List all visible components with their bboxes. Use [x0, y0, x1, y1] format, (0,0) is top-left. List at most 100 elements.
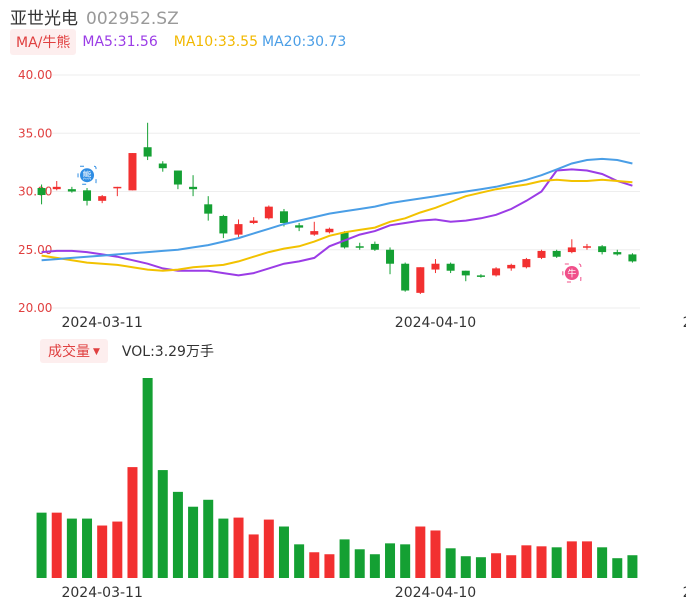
candle[interactable] — [507, 263, 516, 271]
x-tick-label: 2024-03-11 — [61, 315, 142, 330]
volume-bar[interactable] — [172, 491, 183, 578]
candle[interactable] — [355, 242, 364, 250]
volume-bar[interactable] — [82, 518, 93, 578]
candle[interactable] — [476, 274, 485, 278]
stock-header: 亚世光电 002952.SZ — [10, 4, 179, 29]
volume-bar[interactable] — [36, 512, 47, 578]
ma20-value: MA20:30.73 — [262, 34, 347, 50]
candle[interactable] — [370, 241, 379, 251]
candle[interactable] — [128, 153, 137, 191]
volume-bar[interactable] — [536, 546, 547, 578]
volume-chart: 2024-03-11 2024-04-10 2024-05-10 — [36, 378, 686, 601]
candle[interactable] — [537, 249, 546, 260]
volume-bar[interactable] — [112, 521, 123, 578]
volume-bar[interactable] — [324, 554, 335, 578]
volume-bar[interactable] — [369, 554, 380, 578]
candle[interactable] — [401, 262, 410, 292]
volume-bar[interactable] — [612, 558, 623, 578]
candle[interactable] — [567, 239, 576, 254]
y-tick-label: 30.00 — [18, 185, 52, 199]
volume-bar[interactable] — [218, 518, 229, 578]
stock-name: 亚世光电 — [10, 9, 78, 29]
volume-bar[interactable] — [627, 555, 638, 578]
candle[interactable] — [143, 122, 152, 161]
candle[interactable] — [67, 186, 76, 193]
volume-bar[interactable] — [188, 506, 199, 578]
candle[interactable] — [264, 205, 273, 220]
svg-text:熊: 熊 — [83, 170, 92, 182]
candle[interactable] — [189, 175, 198, 197]
candle[interactable] — [219, 214, 228, 239]
candle[interactable] — [446, 262, 455, 274]
volume-bar[interactable] — [597, 547, 608, 578]
volume-bar[interactable] — [97, 525, 108, 578]
ma10-value: MA10:33.55 — [173, 34, 259, 50]
stock-code: 002952.SZ — [86, 9, 179, 29]
candle[interactable] — [461, 270, 470, 282]
candle[interactable] — [628, 253, 637, 263]
volume-bar[interactable] — [385, 543, 396, 578]
candle[interactable] — [522, 257, 531, 269]
y-tick-label: 40.00 — [18, 68, 52, 82]
volume-bar[interactable] — [248, 534, 259, 578]
volume-bar[interactable] — [430, 530, 441, 578]
volume-bar[interactable] — [142, 378, 153, 578]
volume-value: VOL:3.29万手 — [121, 344, 214, 360]
candle[interactable] — [492, 267, 501, 277]
volume-bar[interactable] — [263, 519, 274, 578]
volume-bar[interactable] — [203, 499, 214, 578]
ma-line-ma10 — [41, 178, 633, 272]
candle[interactable] — [416, 267, 425, 295]
volume-bar[interactable] — [51, 512, 62, 578]
price-chart: 40.00 35.00 30.00 25.00 20.00 2024-03-11 2024-… — [18, 68, 686, 330]
ma-line-ma5 — [41, 168, 633, 277]
volume-bar[interactable] — [354, 549, 365, 578]
candle[interactable] — [386, 247, 395, 275]
candle[interactable] — [325, 227, 334, 234]
volume-bar[interactable] — [445, 548, 456, 578]
candle[interactable] — [613, 249, 622, 256]
volume-bar[interactable] — [491, 553, 502, 578]
candle[interactable] — [234, 219, 243, 237]
candle[interactable] — [98, 194, 107, 204]
volume-bar[interactable] — [521, 545, 532, 578]
candle[interactable] — [158, 161, 167, 172]
volume-bar[interactable] — [278, 526, 289, 578]
candle[interactable] — [310, 221, 319, 236]
candle[interactable] — [598, 245, 607, 255]
candle[interactable] — [173, 170, 182, 190]
volume-bar[interactable] — [294, 544, 305, 578]
volume-bar[interactable] — [66, 518, 77, 578]
volume-bar[interactable] — [415, 526, 426, 578]
candle[interactable] — [113, 186, 122, 197]
volume-bar[interactable] — [460, 556, 471, 578]
volume-toggle-button[interactable]: 成交量 ▼ — [40, 339, 108, 363]
ma-line-ma20 — [41, 157, 633, 262]
candle[interactable] — [52, 181, 61, 191]
x-tick-label: 2024-05-10 — [683, 585, 686, 601]
caret-down-icon: ▼ — [93, 347, 100, 357]
candle[interactable] — [83, 188, 92, 206]
volume-bar[interactable] — [127, 467, 138, 578]
candle[interactable] — [249, 217, 258, 225]
candle[interactable] — [295, 222, 304, 232]
volume-bar[interactable] — [566, 541, 577, 578]
candle[interactable] — [37, 184, 46, 205]
volume-bar[interactable] — [309, 552, 320, 578]
volume-bar[interactable] — [551, 547, 562, 578]
bull-icon[interactable]: 牛 — [562, 263, 582, 283]
y-tick-label: 20.00 — [18, 301, 52, 315]
volume-bar[interactable] — [339, 539, 350, 578]
volume-bar[interactable] — [475, 557, 486, 578]
candle[interactable] — [582, 243, 591, 250]
volume-bar[interactable] — [157, 470, 168, 578]
candle[interactable] — [204, 196, 213, 221]
bear-icon[interactable]: 熊 — [77, 165, 97, 185]
ma-toggle-button[interactable]: MA/牛熊 — [10, 29, 77, 55]
volume-bar[interactable] — [506, 555, 517, 578]
volume-bar[interactable] — [233, 517, 244, 578]
candle[interactable] — [552, 249, 561, 258]
candle[interactable] — [431, 259, 440, 274]
volume-bar[interactable] — [400, 544, 411, 578]
volume-bar[interactable] — [581, 541, 592, 578]
